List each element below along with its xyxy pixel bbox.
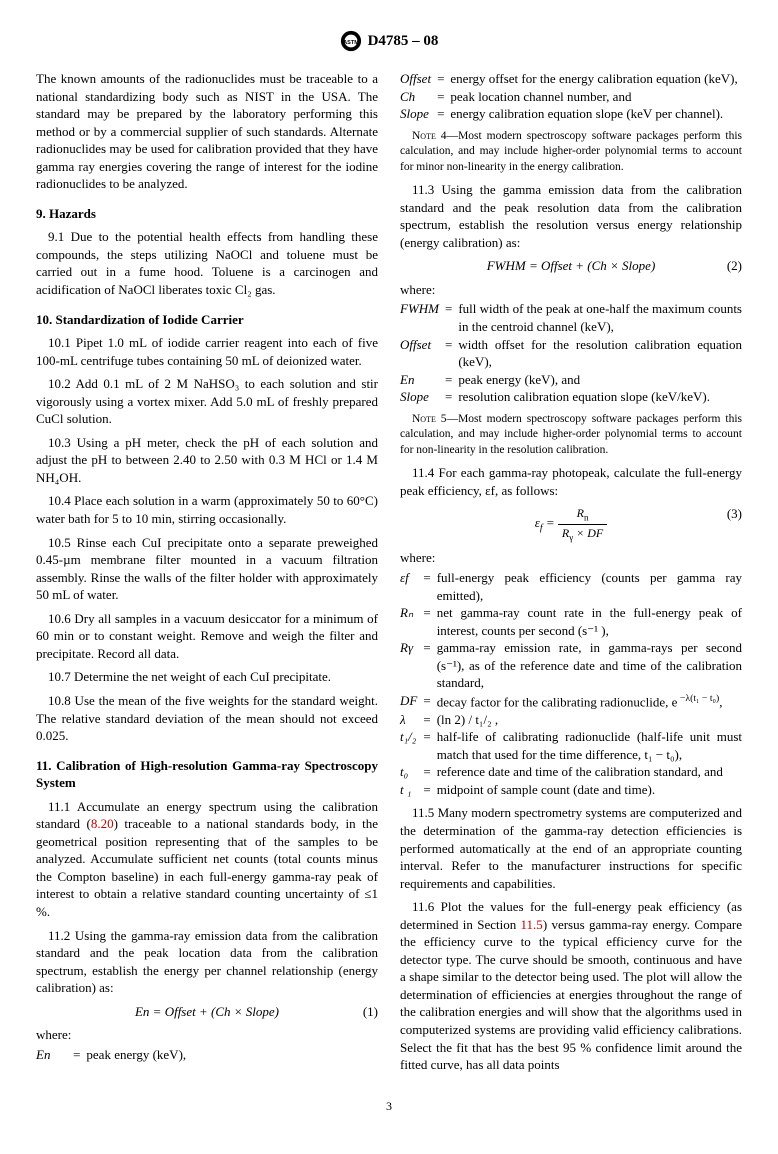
para-9-1: 9.1 Due to the potential health effects …	[36, 228, 378, 298]
defs-eq3: εf=full-energy peak efficiency (counts p…	[400, 569, 742, 798]
note-5: Note 5—Most modern spectroscopy software…	[400, 412, 742, 459]
equation-2: FWHM = Offset + (Ch × Slope)(2)	[400, 257, 742, 275]
note-4: Note 4—Most modern spectroscopy software…	[400, 129, 742, 176]
para-10-1: 10.1 Pipet 1.0 mL of iodide carrier reag…	[36, 334, 378, 369]
para-11-4: 11.4 For each gamma-ray photopeak, calcu…	[400, 464, 742, 499]
section-9-title: 9. Hazards	[36, 205, 378, 223]
section-11-title: 11. Calibration of High-resolution Gamma…	[36, 757, 378, 792]
intro-para: The known amounts of the radionuclides m…	[36, 70, 378, 193]
where-1: where:	[36, 1026, 378, 1044]
para-10-2: 10.2 Add 0.1 mL of 2 M NaHSO₃ to each so…	[36, 375, 378, 428]
para-10-7: 10.7 Determine the net weight of each Cu…	[36, 668, 378, 686]
para-11-1: 11.1 Accumulate an energy spectrum using…	[36, 798, 378, 921]
where-3: where:	[400, 549, 742, 567]
defs-eq2: FWHM=full width of the peak at one-half …	[400, 300, 742, 405]
section-10-title: 10. Standardization of Iodide Carrier	[36, 311, 378, 329]
designation: D4785 – 08	[368, 31, 439, 51]
page-header: ASTM D4785 – 08	[36, 30, 742, 52]
para-11-2: 11.2 Using the gamma-ray emission data f…	[36, 927, 378, 997]
page-number: 3	[36, 1098, 742, 1114]
para-10-4: 10.4 Place each solution in a warm (appr…	[36, 492, 378, 527]
para-10-8: 10.8 Use the mean of the five weights fo…	[36, 692, 378, 745]
para-10-5: 10.5 Rinse each CuI precipitate onto a s…	[36, 534, 378, 604]
where-2: where:	[400, 281, 742, 299]
svg-text:ASTM: ASTM	[343, 40, 359, 46]
para-11-5: 11.5 Many modern spectrometry systems ar…	[400, 804, 742, 892]
para-10-6: 10.6 Dry all samples in a vacuum desicca…	[36, 610, 378, 663]
para-10-3: 10.3 Using a pH meter, check the pH of e…	[36, 434, 378, 487]
xref-11-5[interactable]: 11.5	[521, 917, 543, 932]
para-11-6: 11.6 Plot the values for the full-energy…	[400, 898, 742, 1073]
para-11-3: 11.3 Using the gamma emission data from …	[400, 181, 742, 251]
xref-8-20[interactable]: 8.20	[91, 816, 114, 831]
body-columns: The known amounts of the radionuclides m…	[36, 70, 742, 1074]
equation-1: En = Offset + (Ch × Slope)(1)	[36, 1003, 378, 1021]
equation-3: εf = RnRγ × DF (3)	[400, 505, 742, 543]
astm-logo-icon: ASTM	[340, 30, 362, 52]
